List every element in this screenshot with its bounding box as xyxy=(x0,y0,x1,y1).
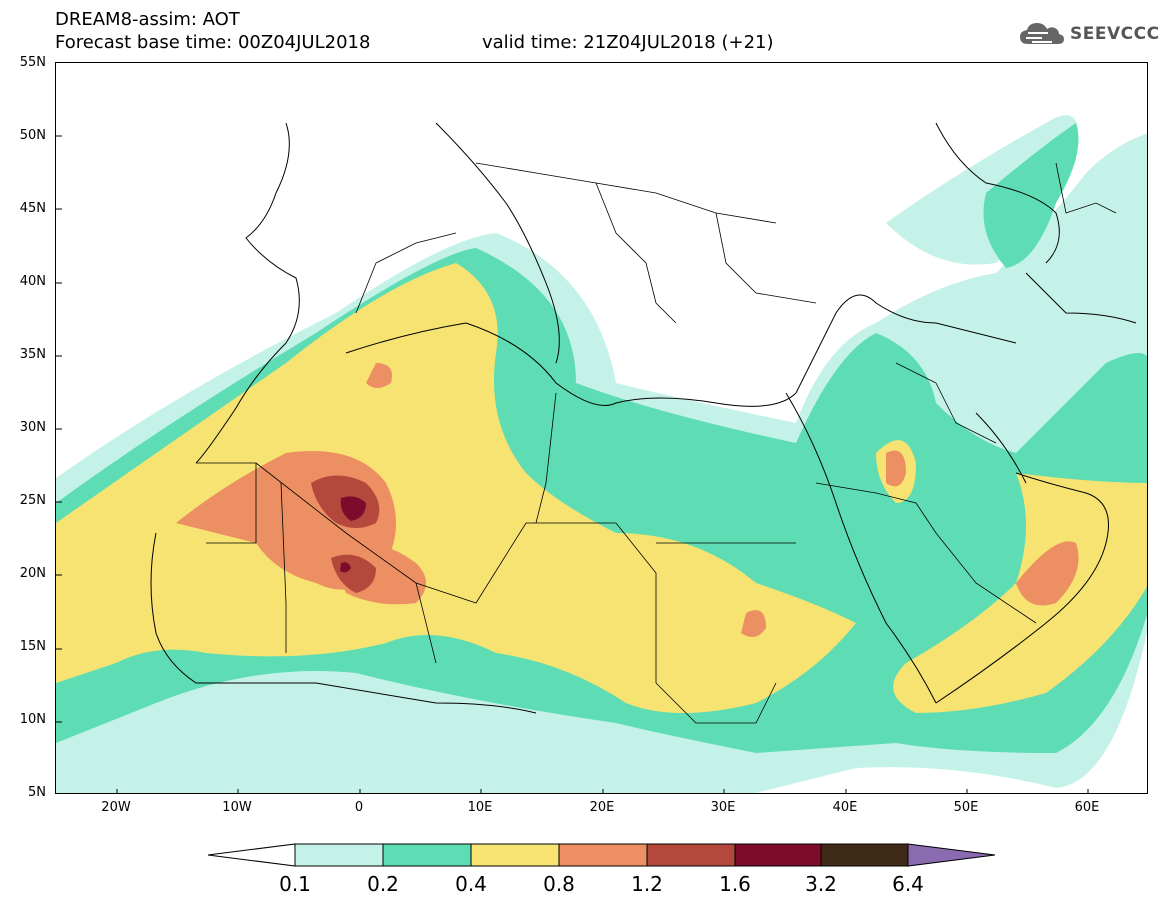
lat-label: 25N xyxy=(19,493,46,508)
colorbar-segment xyxy=(646,843,736,867)
graticule-ticks xyxy=(56,135,1089,793)
colorbar-label: 0.2 xyxy=(367,872,399,896)
colorbar xyxy=(207,843,996,867)
map-title: DREAM8-assim: AOT xyxy=(55,9,240,30)
map-canvas xyxy=(56,115,1147,793)
lat-label: 30N xyxy=(19,420,46,435)
colorbar-label: 0.8 xyxy=(543,872,575,896)
lon-label: 0 xyxy=(354,800,364,815)
lon-label: 10W xyxy=(222,800,252,815)
aot-layer-1.6 xyxy=(340,496,366,573)
colorbar-segment xyxy=(734,843,822,867)
colorbar-label: 6.4 xyxy=(892,872,924,896)
colorbar-label: 1.6 xyxy=(719,872,751,896)
colorbar-segment-under xyxy=(207,843,296,867)
lat-label: 20N xyxy=(19,566,46,581)
coastlines xyxy=(150,122,1137,714)
colorbar-label: 1.2 xyxy=(631,872,663,896)
lat-label: 35N xyxy=(19,347,46,362)
seevccc-logo: SEEVCCC xyxy=(1018,20,1160,48)
lat-label: 50N xyxy=(19,128,46,143)
lon-label: 60E xyxy=(1074,800,1100,815)
lon-label: 10E xyxy=(467,800,493,815)
colorbar-segment xyxy=(294,843,384,867)
colorbar-segment xyxy=(558,843,648,867)
lon-label: 40E xyxy=(832,800,858,815)
aot-map xyxy=(55,62,1148,794)
lon-label: 30E xyxy=(710,800,736,815)
lat-label: 15N xyxy=(19,639,46,654)
colorbar-segment xyxy=(382,843,472,867)
valid-time: valid time: 21Z04JUL2018 (+21) xyxy=(482,32,774,53)
colorbar-label: 0.4 xyxy=(455,872,487,896)
cloud-icon xyxy=(1020,23,1064,44)
colorbar-label: 3.2 xyxy=(805,872,837,896)
lon-label: 50E xyxy=(953,800,979,815)
colorbar-segment xyxy=(470,843,560,867)
colorbar-segment-over xyxy=(907,843,996,867)
lat-label: 40N xyxy=(19,274,46,289)
forecast-base-time: Forecast base time: 00Z04JUL2018 xyxy=(55,32,371,53)
country-borders xyxy=(196,162,1117,724)
logo-text: SEEVCCC xyxy=(1070,24,1160,44)
colorbar-label: 0.1 xyxy=(279,872,311,896)
lat-label: 45N xyxy=(19,201,46,216)
lon-label: 20E xyxy=(589,800,615,815)
lon-label: 20W xyxy=(101,800,131,815)
lat-label: 5N xyxy=(28,785,46,800)
colorbar-segment xyxy=(820,843,909,867)
lat-label: 55N xyxy=(19,55,46,70)
lat-label: 10N xyxy=(19,712,46,727)
